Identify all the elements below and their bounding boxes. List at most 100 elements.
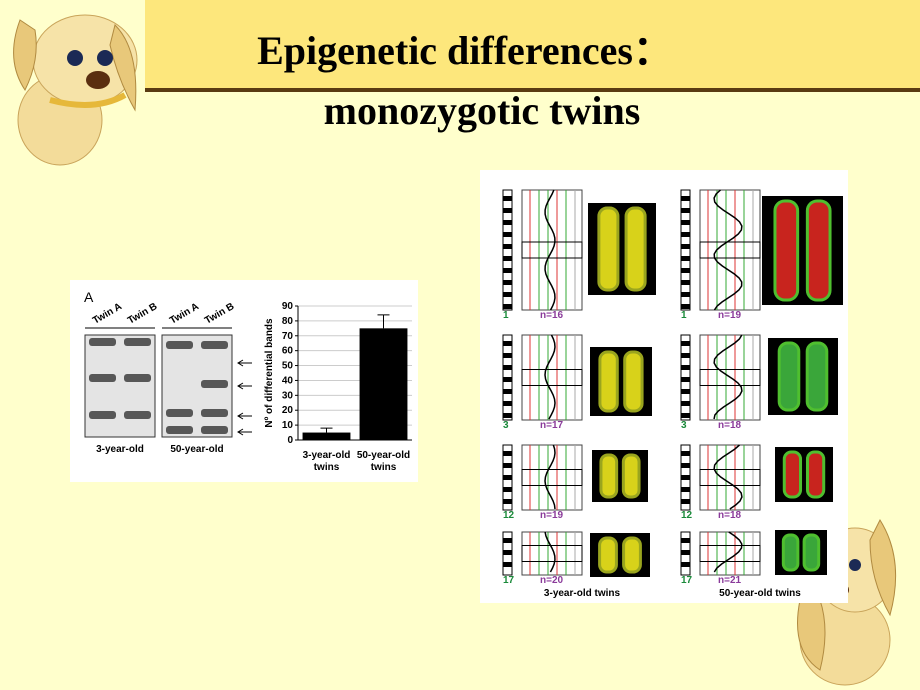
profile-curve xyxy=(713,444,743,510)
chromosome-label: 1 xyxy=(503,310,509,321)
y-tick-label: 80 xyxy=(282,316,294,327)
ideogram-band xyxy=(681,304,690,309)
ideogram xyxy=(502,189,513,311)
title-line: Epigenetic differences： xyxy=(257,28,673,73)
y-tick-label: 30 xyxy=(282,390,294,401)
x-tick-label: 3-year-old xyxy=(303,450,351,461)
ideogram-band xyxy=(503,304,512,309)
ideogram-band xyxy=(681,389,690,394)
gel-band xyxy=(124,338,151,346)
gel xyxy=(84,334,156,438)
x-tick-label: 50-year-old xyxy=(357,450,410,461)
chromatid xyxy=(805,199,832,302)
gel-band xyxy=(124,411,151,419)
chromatid xyxy=(782,450,803,499)
ideogram-band xyxy=(503,365,512,370)
gel-band xyxy=(201,380,228,388)
ideogram-band xyxy=(503,196,512,201)
ideogram-band xyxy=(503,244,512,249)
chromatid xyxy=(773,199,800,302)
profile-box xyxy=(521,545,583,562)
ideogram-band xyxy=(503,463,512,468)
ideogram-band xyxy=(681,401,690,406)
ideogram-band xyxy=(681,451,690,456)
profile-box xyxy=(699,469,761,486)
ideogram-band xyxy=(681,196,690,201)
ideogram-band xyxy=(503,413,512,418)
ideogram-band xyxy=(681,475,690,480)
arrow xyxy=(237,382,252,390)
profile-box xyxy=(521,241,583,259)
ideogram-band xyxy=(681,377,690,382)
ideogram-band xyxy=(503,451,512,456)
chromatid xyxy=(623,350,644,413)
gel-band xyxy=(201,341,228,349)
ideogram-band xyxy=(681,208,690,213)
group-label: 3-year-old xyxy=(96,444,144,455)
n-label: n=17 xyxy=(540,420,564,431)
ideogram-band xyxy=(681,550,690,555)
column-caption: 3-year-old twins xyxy=(544,588,621,599)
dog-cartoon xyxy=(13,14,138,166)
n-label: n=18 xyxy=(718,510,742,521)
ideogram-band xyxy=(503,550,512,555)
ideogram-band xyxy=(681,244,690,249)
ideogram-band xyxy=(681,268,690,273)
gel-band xyxy=(89,374,116,382)
ideogram-band xyxy=(503,341,512,346)
chromosome-label: 1 xyxy=(681,310,687,321)
group-label: 50-year-old xyxy=(170,444,223,455)
error-bar xyxy=(320,427,333,433)
chromatid xyxy=(781,533,800,572)
n-label: n=19 xyxy=(540,510,564,521)
ideogram-band xyxy=(681,280,690,285)
ideogram-band xyxy=(681,562,690,567)
panel-label: A xyxy=(84,289,94,305)
ideogram-band xyxy=(503,499,512,504)
arrow xyxy=(237,359,252,367)
ideogram-band xyxy=(503,280,512,285)
profile-curve xyxy=(544,444,556,510)
chromosome-label: 17 xyxy=(503,575,515,586)
n-label: n=21 xyxy=(718,575,742,586)
ideogram-band xyxy=(681,292,690,297)
x-tick-label: twins xyxy=(314,462,340,473)
title-rule xyxy=(145,88,920,92)
chromatid xyxy=(598,536,618,574)
chromatid xyxy=(805,341,829,412)
column-caption: 50-year-old twins xyxy=(719,588,801,599)
y-tick-label: 0 xyxy=(287,435,293,446)
gel-band xyxy=(201,409,228,417)
y-tick-label: 70 xyxy=(282,331,294,342)
ideogram-band xyxy=(681,487,690,492)
chromatid xyxy=(777,341,801,412)
profile-curve xyxy=(713,334,743,420)
y-tick-label: 10 xyxy=(282,420,294,431)
chromatid xyxy=(624,206,647,292)
ideogram-band xyxy=(503,292,512,297)
profile-plot xyxy=(699,444,761,511)
ideogram-band xyxy=(681,220,690,225)
chromatid xyxy=(621,453,641,499)
ideogram-band xyxy=(503,232,512,237)
chromosome-label: 12 xyxy=(503,510,515,521)
title-band xyxy=(145,0,920,88)
profile-box xyxy=(521,469,583,486)
y-tick-label: 90 xyxy=(282,301,294,312)
ideogram-band xyxy=(681,499,690,504)
ideogram-band xyxy=(503,401,512,406)
gel-band xyxy=(124,374,151,382)
profile-plot xyxy=(521,334,583,421)
y-tick-label: 60 xyxy=(282,346,294,357)
gel-band xyxy=(166,341,193,349)
ideogram-band xyxy=(681,232,690,237)
n-label: n=19 xyxy=(718,310,742,321)
profile-plot xyxy=(699,531,761,576)
ideogram-band xyxy=(503,487,512,492)
ideogram-band xyxy=(681,365,690,370)
chromatid xyxy=(599,453,619,499)
profile-box xyxy=(521,369,583,386)
ideogram-band xyxy=(503,389,512,394)
chromatid xyxy=(597,206,620,292)
